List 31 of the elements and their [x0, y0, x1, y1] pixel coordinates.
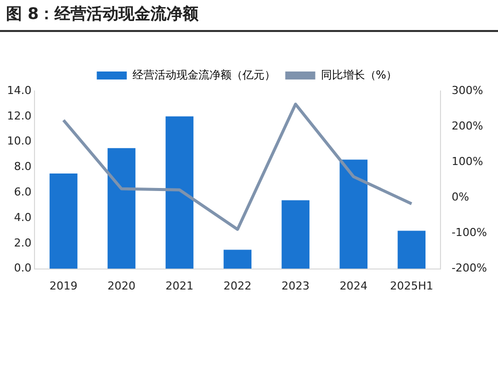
x-tick-label: 2024	[340, 279, 368, 292]
bar	[282, 200, 310, 269]
y-tick-label: 4.0	[14, 210, 32, 224]
y-tick-label: 2.0	[14, 236, 32, 250]
x-tick-label: 2022	[224, 279, 252, 292]
bar	[398, 230, 426, 269]
y2-tick-label: -200%	[452, 262, 488, 275]
y2-tick-label: 100%	[452, 154, 484, 168]
bar	[108, 148, 136, 269]
bar	[50, 174, 78, 269]
bar	[340, 160, 368, 269]
x-tick-label: 2020	[108, 279, 136, 292]
legend-label: 经营活动现金流净额（亿元）	[132, 68, 276, 82]
y-tick-label: 12.0	[6, 109, 32, 122]
bar	[224, 250, 252, 269]
y-tick-label: 14.0	[6, 84, 32, 97]
bar	[166, 116, 194, 269]
chart-title: 图 8：经营活动现金流净额	[6, 4, 199, 25]
x-tick-label: 2021	[166, 279, 194, 292]
y2-tick-label: -100%	[452, 226, 488, 240]
y-tick-label: 10.0	[6, 134, 32, 148]
x-tick-label: 2023	[282, 279, 310, 292]
x-tick-label: 2019	[50, 279, 78, 292]
y2-tick-label: 200%	[452, 119, 484, 132]
legend-label: 同比增长（%）	[320, 68, 398, 82]
y-tick-label: 0.0	[14, 262, 32, 275]
y2-tick-label: 0%	[452, 190, 470, 204]
x-tick-label: 2025H1	[390, 279, 434, 292]
y2-tick-label: 300%	[452, 84, 484, 97]
y-tick-label: 6.0	[14, 185, 32, 198]
y-tick-label: 8.0	[14, 160, 32, 174]
